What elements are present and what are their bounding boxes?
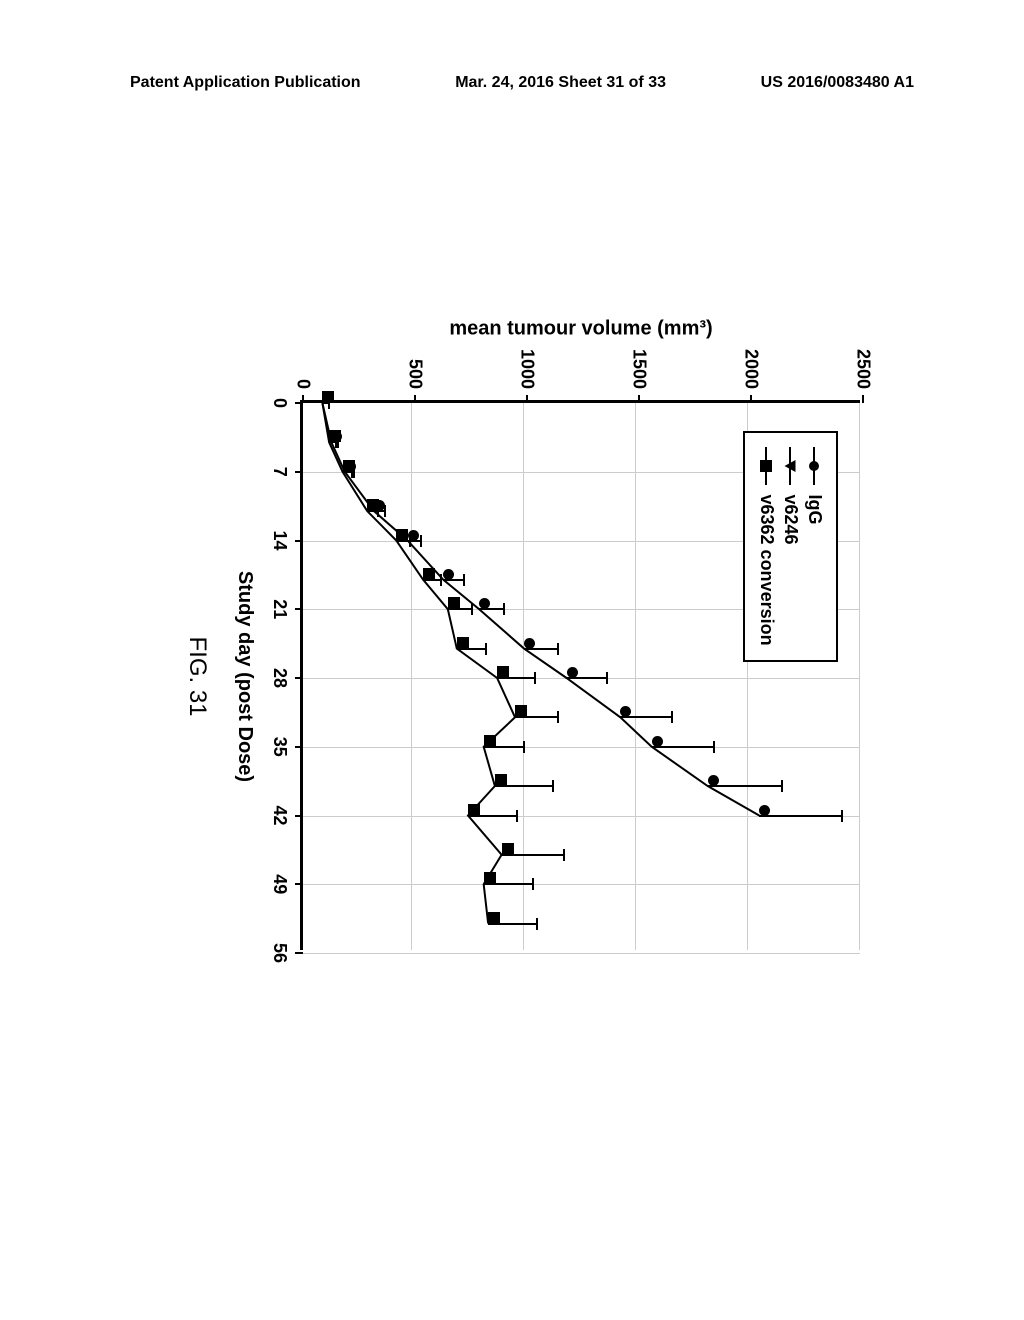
x-tick-label: 56 xyxy=(269,943,290,963)
x-tick-label: 35 xyxy=(269,737,290,757)
chart-container: mean tumour volume (mm³) Study day (post… xyxy=(130,300,890,1020)
data-point-square xyxy=(390,535,402,547)
legend-marker-triangle-down-icon xyxy=(781,447,799,485)
legend-label: v6246 xyxy=(780,495,801,545)
header-right: US 2016/0083480 A1 xyxy=(761,74,914,92)
error-bar-cap xyxy=(523,741,525,753)
y-tick xyxy=(862,395,864,403)
plot-area: mean tumour volume (mm³) Study day (post… xyxy=(300,400,860,950)
y-tick-label: 0 xyxy=(293,379,314,389)
y-axis-label: mean tumour volume (mm³) xyxy=(450,318,713,341)
header-center: Mar. 24, 2016 Sheet 31 of 33 xyxy=(455,74,666,92)
error-bar-cap xyxy=(440,574,442,586)
y-tick xyxy=(638,395,640,403)
error-bar-cap xyxy=(563,849,565,861)
error-bar-cap xyxy=(471,603,473,615)
error-bar-cap xyxy=(557,711,559,723)
data-point-square xyxy=(478,741,490,753)
x-tick-label: 14 xyxy=(269,530,290,550)
data-point-square xyxy=(323,436,335,448)
error-bar-cap xyxy=(485,643,487,655)
data-point-square xyxy=(496,849,508,861)
legend-marker-square-icon xyxy=(757,447,775,485)
legend-label: v6362 conversion xyxy=(756,495,777,646)
legend-marker-circle-icon xyxy=(805,447,823,485)
y-tick xyxy=(526,395,528,403)
chart-legend: IgGv6246v6362 conversion xyxy=(743,431,838,662)
legend-item: IgG xyxy=(804,447,825,646)
error-bar-cap xyxy=(532,878,534,890)
error-bar-cap xyxy=(552,780,554,792)
grid-line-vertical xyxy=(303,953,860,954)
error-bar-cap xyxy=(409,535,411,547)
data-point-square xyxy=(361,505,373,517)
data-point-square xyxy=(509,711,521,723)
legend-item: v6246 xyxy=(780,447,801,646)
data-point-square xyxy=(442,603,454,615)
legend-item: v6362 conversion xyxy=(756,447,777,646)
data-point-square xyxy=(417,574,429,586)
error-bar-cap xyxy=(534,672,536,684)
x-axis-label: Study day (post Dose) xyxy=(233,571,256,782)
y-tick xyxy=(750,395,752,403)
header-left: Patent Application Publication xyxy=(130,74,361,92)
data-point-square xyxy=(482,918,494,930)
data-point-square xyxy=(462,810,474,822)
y-tick-label: 1000 xyxy=(517,349,538,389)
y-tick-label: 2000 xyxy=(741,349,762,389)
data-point-square xyxy=(478,878,490,890)
figure-caption: FIG. 31 xyxy=(183,636,211,716)
x-tick-label: 42 xyxy=(269,805,290,825)
x-tick-label: 0 xyxy=(269,398,290,408)
data-point-square xyxy=(491,672,503,684)
page-header: Patent Application Publication Mar. 24, … xyxy=(0,74,1024,92)
y-tick-label: 500 xyxy=(405,359,426,389)
x-tick-label: 7 xyxy=(269,467,290,477)
figure-rotated-wrapper: mean tumour volume (mm³) Study day (post… xyxy=(130,300,890,1020)
x-tick-label: 49 xyxy=(269,874,290,894)
y-tick-label: 1500 xyxy=(629,349,650,389)
y-tick xyxy=(302,395,304,403)
data-point-square xyxy=(316,397,328,409)
legend-label: IgG xyxy=(804,495,825,525)
error-bar-cap xyxy=(516,810,518,822)
x-tick-label: 21 xyxy=(269,599,290,619)
data-point-square xyxy=(337,466,349,478)
data-point-square xyxy=(489,780,501,792)
y-tick xyxy=(414,395,416,403)
data-point-square xyxy=(451,643,463,655)
error-bar-cap xyxy=(536,918,538,930)
x-tick-label: 28 xyxy=(269,668,290,688)
y-tick-label: 2500 xyxy=(853,349,874,389)
